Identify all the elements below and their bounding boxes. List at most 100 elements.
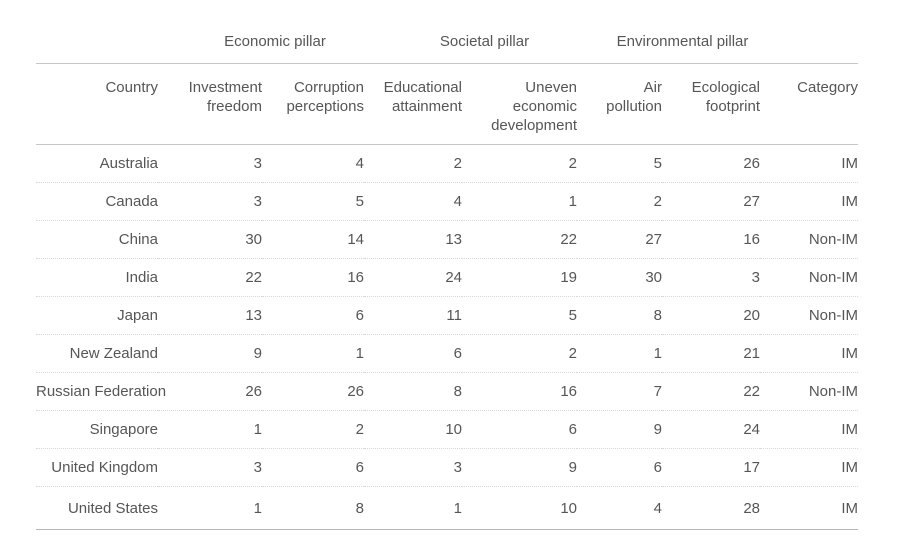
col-header-country: Country (36, 63, 158, 145)
rank-value-cell: 4 (577, 486, 662, 530)
rank-value-cell: 22 (462, 220, 577, 259)
rank-value-cell: 30 (577, 258, 662, 297)
rank-value-cell: 27 (662, 182, 761, 221)
rank-value-cell: 6 (262, 296, 364, 335)
rank-value-cell: 4 (262, 144, 364, 183)
table-row: Japan 13 6 11 5 8 20 Non-IM (36, 296, 859, 335)
rank-value-cell: 11 (364, 296, 462, 335)
rank-value-cell: 2 (577, 182, 662, 221)
rank-value-cell: 10 (364, 410, 462, 449)
rank-value-cell: 8 (364, 372, 462, 411)
table-row: United Kingdom 3 6 3 9 6 17 IM (36, 448, 859, 487)
table-row: New Zealand 9 1 6 2 1 21 IM (36, 334, 859, 373)
rank-value-cell: 2 (462, 334, 577, 373)
category-cell: Non-IM (760, 372, 859, 411)
rank-value-cell: 1 (262, 334, 364, 373)
country-pillar-rank-table: Economic pillar Societal pillar Environm… (36, 10, 859, 530)
category-cell: IM (760, 334, 859, 373)
pillar-header-row: Economic pillar Societal pillar Environm… (36, 10, 859, 64)
table-row: Australia 3 4 2 2 5 26 IM (36, 144, 859, 183)
country-cell: Japan (36, 296, 158, 335)
rank-value-cell: 3 (158, 182, 262, 221)
country-cell: India (36, 258, 158, 297)
rank-value-cell: 6 (462, 410, 577, 449)
rank-value-cell: 6 (577, 448, 662, 487)
rank-value-cell: 8 (577, 296, 662, 335)
col-header-educational-attainment: Educational attainment (364, 63, 462, 145)
table-body: Australia 3 4 2 2 5 26 IM Canada 3 5 4 1 2 27 IM China 30… (36, 144, 859, 530)
category-cell: IM (760, 410, 859, 449)
col-header-corruption-perceptions: Corruption perceptions (262, 63, 364, 145)
country-cell: Australia (36, 144, 158, 183)
rank-value-cell: 2 (462, 144, 577, 183)
category-cell: Non-IM (760, 296, 859, 335)
rank-value-cell: 16 (662, 220, 761, 259)
table-row: Russian Federation 26 26 8 16 7 22 Non-IM (36, 372, 859, 411)
rank-value-cell: 19 (462, 258, 577, 297)
category-cell: Non-IM (760, 258, 859, 297)
rank-value-cell: 9 (158, 334, 262, 373)
rank-value-cell: 22 (662, 372, 761, 411)
column-header-row: Country Investment freedom Corruption pe… (36, 63, 859, 145)
table-row: India 22 16 24 19 30 3 Non-IM (36, 258, 859, 297)
country-cell: China (36, 220, 158, 259)
category-cell: IM (760, 182, 859, 221)
rank-value-cell: 9 (577, 410, 662, 449)
rank-value-cell: 16 (462, 372, 577, 411)
rank-value-cell: 24 (662, 410, 761, 449)
rank-value-cell: 17 (662, 448, 761, 487)
rank-value-cell: 14 (262, 220, 364, 259)
rank-value-cell: 22 (158, 258, 262, 297)
rank-value-cell: 1 (158, 486, 262, 530)
rank-value-cell: 8 (262, 486, 364, 530)
category-cell: Non-IM (760, 220, 859, 259)
rank-value-cell: 1 (462, 182, 577, 221)
pillar-spacer-left (36, 10, 158, 64)
rank-value-cell: 16 (262, 258, 364, 297)
rank-value-cell: 21 (662, 334, 761, 373)
rank-value-cell: 3 (158, 448, 262, 487)
rank-value-cell: 2 (262, 410, 364, 449)
table-header: Economic pillar Societal pillar Environm… (36, 10, 859, 145)
country-cell: United States (36, 486, 158, 530)
rank-value-cell: 26 (262, 372, 364, 411)
rank-value-cell: 13 (158, 296, 262, 335)
col-header-air-pollution: Air pollution (577, 63, 662, 145)
category-cell: IM (760, 486, 859, 530)
rank-value-cell: 10 (462, 486, 577, 530)
category-cell: IM (760, 144, 859, 183)
rank-value-cell: 3 (662, 258, 761, 297)
rank-value-cell: 27 (577, 220, 662, 259)
rank-value-cell: 4 (364, 182, 462, 221)
col-header-uneven-economic-development: Uneven economic development (462, 63, 577, 145)
rank-value-cell: 7 (577, 372, 662, 411)
country-cell: Canada (36, 182, 158, 221)
country-cell: Russian Federation (36, 372, 166, 411)
rank-value-cell: 6 (262, 448, 364, 487)
col-header-investment-freedom: Investment freedom (158, 63, 262, 145)
pillar-spacer-right (760, 10, 859, 64)
rank-value-cell: 9 (462, 448, 577, 487)
rank-value-cell: 1 (364, 486, 462, 530)
country-cell: Singapore (36, 410, 158, 449)
rank-value-cell: 28 (662, 486, 761, 530)
rank-value-cell: 2 (364, 144, 462, 183)
rank-value-cell: 13 (364, 220, 462, 259)
col-header-ecological-footprint: Ecological footprint (662, 63, 761, 145)
rank-value-cell: 26 (158, 372, 262, 411)
rank-value-cell: 3 (364, 448, 462, 487)
rank-value-cell: 5 (262, 182, 364, 221)
rank-value-cell: 26 (662, 144, 761, 183)
rank-value-cell: 3 (158, 144, 262, 183)
table-row: Canada 3 5 4 1 2 27 IM (36, 182, 859, 221)
rank-value-cell: 6 (364, 334, 462, 373)
col-header-category: Category (760, 63, 859, 145)
table-row: Singapore 1 2 10 6 9 24 IM (36, 410, 859, 449)
rank-value-cell: 24 (364, 258, 462, 297)
country-cell: New Zealand (36, 334, 158, 373)
country-cell: United Kingdom (36, 448, 158, 487)
rank-value-cell: 1 (158, 410, 262, 449)
rank-value-cell: 30 (158, 220, 262, 259)
table-row: China 30 14 13 22 27 16 Non-IM (36, 220, 859, 259)
rank-value-cell: 5 (462, 296, 577, 335)
